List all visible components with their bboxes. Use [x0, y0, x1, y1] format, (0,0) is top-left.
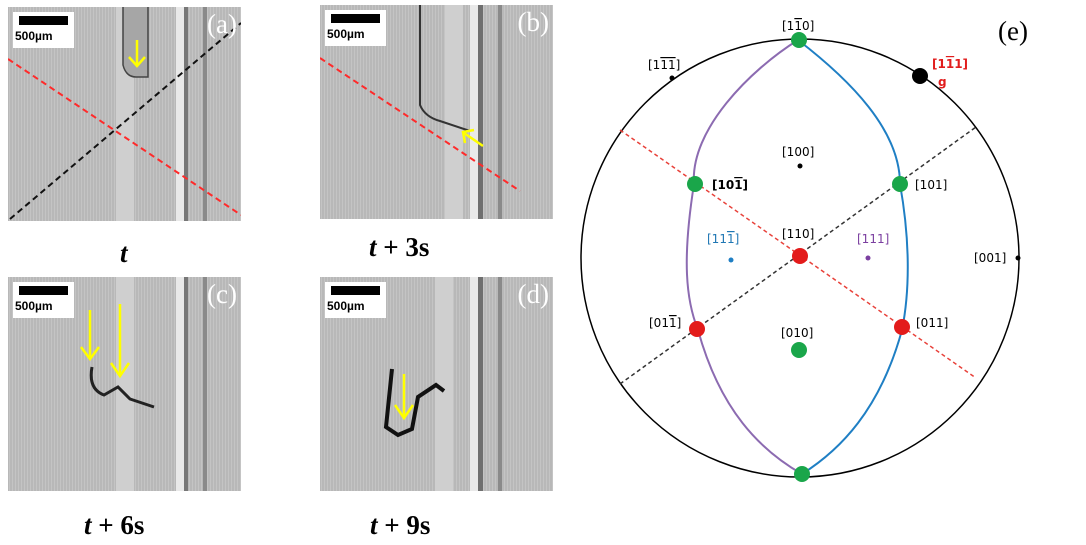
label-111: [111]	[857, 232, 889, 246]
pole-1m11	[912, 68, 928, 84]
caption-d: t + 9s	[370, 510, 431, 540]
pole-1m1m1	[669, 75, 675, 81]
scale-bar: 500µm	[13, 12, 74, 48]
label-010: [010]	[781, 326, 813, 340]
pole-100	[797, 163, 803, 169]
pole-111	[865, 255, 871, 261]
pole-101	[892, 176, 908, 192]
yellow-arrow	[393, 374, 415, 421]
panel-label-e: (e)	[998, 16, 1028, 46]
panel-label: (b)	[517, 7, 549, 37]
pole-110	[792, 248, 808, 264]
micrograph-a	[8, 7, 241, 221]
pole-bottom	[794, 466, 810, 482]
yellow-arrow	[461, 128, 484, 148]
pole-1m10	[791, 32, 807, 48]
label-11m1: [111]	[707, 232, 739, 246]
scale-bar: 500µm	[325, 10, 386, 46]
label-001: [001]	[974, 251, 1006, 265]
panel-label: (c)	[207, 279, 237, 309]
panel-c: 500µm (c)	[8, 277, 241, 491]
label-1m10: [110]	[782, 19, 814, 33]
pole-10m1	[687, 176, 703, 192]
label-g: g	[938, 75, 947, 89]
red-dashed-line	[619, 129, 977, 379]
panel-label: (a)	[207, 9, 237, 39]
panel-label: (d)	[517, 279, 549, 309]
label-1m11: [111]	[932, 57, 968, 71]
pole-011	[894, 319, 910, 335]
label-100: [100]	[782, 145, 814, 159]
yellow-arrow	[128, 40, 146, 68]
purple-great-circle	[685, 39, 803, 475]
black-dashed-line	[9, 22, 241, 220]
caption-a: t	[120, 238, 128, 268]
label-1m1m1: [111]	[648, 58, 680, 72]
label-10m1: [101]	[712, 178, 748, 192]
label-101: [101]	[915, 178, 947, 192]
panel-b: 500µm (b)	[320, 5, 553, 219]
stereographic-projection: [110] [111] [111] g [100] [101] [101] [1…	[580, 16, 1028, 482]
pole-010	[791, 342, 807, 358]
label-01m1: [011]	[649, 316, 681, 330]
label-110: [110]	[782, 227, 814, 241]
label-011: [011]	[916, 316, 948, 330]
yellow-arrow	[80, 304, 131, 379]
panel-a: 500µm (a)	[8, 7, 241, 221]
pole-001	[1015, 255, 1021, 261]
caption-c: t + 6s	[84, 510, 145, 540]
red-dashed-line	[8, 58, 241, 216]
scale-bar: 500µm	[325, 282, 386, 318]
pole-01m1	[689, 321, 705, 337]
pole-11m1	[728, 257, 734, 263]
red-dashed-line	[320, 57, 521, 192]
caption-b: t + 3s	[369, 232, 430, 262]
blue-great-circle	[797, 39, 909, 475]
scale-bar: 500µm	[13, 282, 74, 318]
panel-d: 500µm (d)	[320, 277, 553, 491]
